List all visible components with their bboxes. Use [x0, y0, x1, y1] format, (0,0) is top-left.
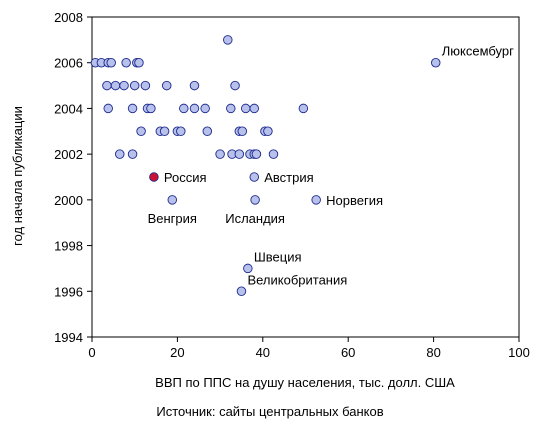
data-point [102, 80, 112, 91]
x-tick-label: 80 [426, 345, 440, 360]
data-point [202, 126, 213, 137]
data-point [146, 103, 156, 114]
data-point [226, 103, 236, 114]
data-point [223, 35, 233, 45]
y-tick-label: 2008 [54, 10, 83, 25]
data-point [230, 80, 240, 91]
annotation-label: Австрия [264, 170, 313, 185]
annotation-label: Исландия [225, 211, 285, 226]
data-point [430, 57, 441, 68]
data-point [189, 103, 200, 114]
annotation-label: Венгрия [148, 211, 197, 226]
data-point [103, 103, 113, 114]
annotation-label: Люксембург [442, 44, 514, 59]
x-tick-label: 0 [88, 345, 95, 360]
data-point [189, 80, 200, 91]
data-point [249, 172, 260, 182]
x-tick-label: 40 [256, 345, 270, 360]
data-point [243, 263, 253, 274]
data-points [90, 35, 441, 297]
annotation-label: Норвегия [326, 193, 383, 208]
data-point [268, 149, 279, 159]
data-point [251, 149, 262, 159]
data-point [237, 126, 248, 137]
data-point [136, 126, 146, 137]
data-point [110, 80, 121, 91]
x-tick-label: 20 [170, 345, 184, 360]
annotation-label: Швеция [254, 249, 302, 264]
data-point [215, 149, 225, 159]
data-point [119, 80, 129, 91]
y-tick-label: 2004 [54, 101, 83, 116]
data-point [121, 57, 131, 68]
data-point [249, 103, 260, 114]
data-point [167, 195, 178, 205]
data-point [250, 195, 260, 205]
y-tick-label: 2000 [54, 193, 83, 208]
data-point [127, 149, 138, 159]
y-tick-label: 1998 [54, 239, 83, 254]
axes: 0 20 40 60 80 100 1994 1996 1998 2000 2002 2004 2006… [54, 10, 530, 360]
source-note: Источник: сайты центральных банков [156, 404, 383, 419]
data-point [240, 103, 251, 114]
data-point [236, 286, 247, 297]
data-point [298, 103, 309, 114]
y-tick-label: 1996 [54, 284, 83, 299]
y-tick-label: 2002 [54, 147, 83, 162]
y-axis-title: год начала публикации [10, 106, 25, 246]
x-axis-title: ВВП по ППС на душу населения, тыс. долл.… [155, 375, 455, 390]
plot-frame [91, 16, 520, 338]
data-point [106, 57, 116, 68]
data-point [129, 80, 140, 91]
data-point [263, 126, 273, 137]
data-point [127, 103, 138, 114]
data-point [200, 103, 210, 114]
x-tick-label: 100 [508, 345, 530, 360]
data-point [115, 149, 125, 159]
y-tick-label: 1994 [54, 330, 83, 345]
data-point [161, 80, 172, 91]
data-point [134, 57, 144, 68]
data-point [159, 126, 170, 137]
data-point [176, 126, 186, 137]
data-point-highlight [149, 172, 159, 182]
data-point [179, 103, 189, 114]
data-point [140, 80, 151, 91]
data-point [234, 149, 245, 159]
annotation-label: Россия [164, 170, 207, 185]
y-tick-label: 2006 [54, 56, 83, 71]
annotation-label: Великобритания [247, 272, 347, 287]
annotations: Люксембург Россия Австрия Венгрия Исландия Но… [148, 44, 515, 288]
data-point [311, 195, 321, 205]
x-tick-label: 60 [341, 345, 355, 360]
